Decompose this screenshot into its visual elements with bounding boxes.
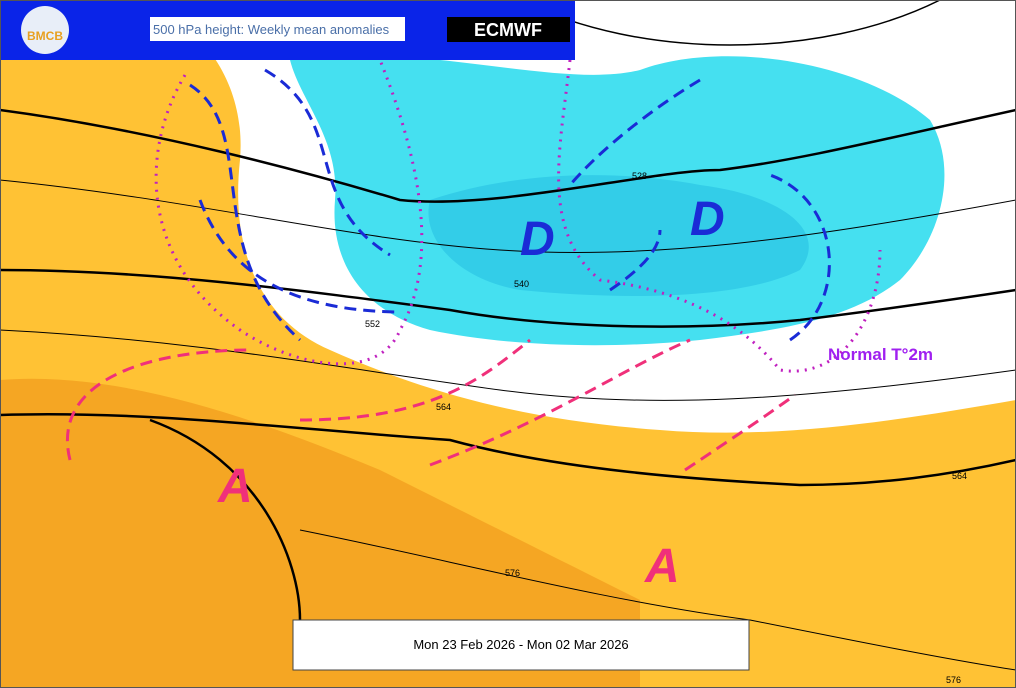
annotation: Normal T°2m [828,345,933,364]
blue-arrow [609,229,662,292]
blue-arrow [264,68,391,257]
contour-576 [149,418,302,621]
contour-label: 576 [946,675,961,685]
contour-label: 576 [505,568,520,578]
contour [299,529,1016,671]
blue-arrow [568,78,701,186]
logo-text: BMCB [27,29,63,43]
contour [0,179,1016,254]
strong-anomaly [0,378,640,688]
contour-552 [0,268,1016,328]
blue-arrow [769,173,831,342]
logo [21,6,69,54]
low-label: D [690,193,725,246]
footer-box [292,619,750,671]
contour-564 [0,412,1016,487]
contour-528 [0,108,1016,203]
pink-arrow [684,393,796,472]
normal-t2m-line [154,59,882,373]
low-label: D [520,213,555,266]
contour-label: 564 [436,402,451,412]
contour-label: 540 [514,279,529,289]
high-label: A [644,540,680,593]
blue-arrow [198,199,396,314]
contour-label: 552 [365,319,380,329]
highs: A A [217,460,680,593]
brand: ECMWF [474,20,542,40]
pink-arrow [429,338,691,467]
title: 500 hPa height: Weekly mean anomalies [153,22,390,37]
negative-core [428,175,809,296]
pink-arrow [299,338,531,422]
contour [0,329,1016,401]
contour-labels: 528 540 552 564 564 576 576 [365,171,967,685]
date-range: Mon 23 Feb 2026 - Mon 02 Mar 2026 [413,637,628,652]
arrows [66,68,831,472]
blue-arrow [189,83,302,342]
title-box [150,17,405,41]
pink-arrow [66,348,251,461]
contour-label: 528 [632,171,647,181]
contour-label: 564 [952,471,967,481]
brand-box [447,17,570,42]
lows: D D [520,193,725,266]
high-label: A [217,460,253,513]
